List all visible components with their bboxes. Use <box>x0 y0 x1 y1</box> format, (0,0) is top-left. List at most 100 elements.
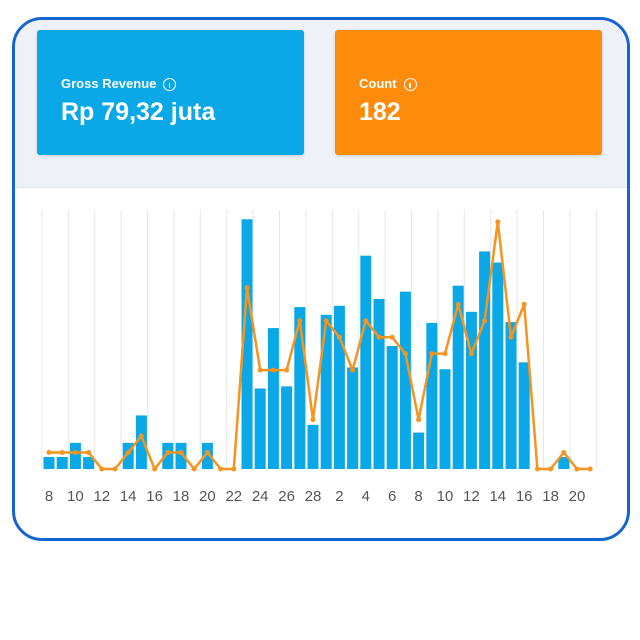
x-tick-label: 10 <box>437 488 454 505</box>
bar <box>135 415 147 469</box>
count-point <box>297 318 303 324</box>
bar <box>347 367 359 469</box>
count-point <box>402 351 408 357</box>
bar <box>439 369 451 469</box>
x-tick-label: 18 <box>173 488 190 505</box>
bar <box>360 255 372 469</box>
bar <box>492 262 504 469</box>
count-point <box>521 301 527 307</box>
bar <box>413 432 425 469</box>
bar <box>320 314 332 469</box>
count-point <box>323 318 329 324</box>
count-point <box>178 450 184 456</box>
count-point <box>587 466 593 472</box>
bar <box>201 442 213 469</box>
bar <box>558 457 570 469</box>
count-point <box>508 334 514 340</box>
card-label: Count <box>359 76 397 91</box>
x-tick-label: 16 <box>516 488 533 505</box>
count-point <box>204 450 210 456</box>
x-tick-label: 6 <box>388 488 396 505</box>
x-tick-label: 18 <box>542 488 559 505</box>
info-icon[interactable] <box>163 78 177 91</box>
count-point <box>376 334 382 340</box>
count-point <box>138 433 144 439</box>
x-tick-label: 2 <box>335 488 343 505</box>
count-point <box>112 466 118 472</box>
bar <box>333 305 345 469</box>
bar <box>122 442 134 469</box>
count-point <box>468 351 474 357</box>
x-tick-label: 8 <box>414 488 422 505</box>
count-point <box>244 285 250 291</box>
x-tick-label: 4 <box>362 488 370 505</box>
count-point <box>429 351 435 357</box>
bar <box>307 424 319 469</box>
bar <box>386 346 398 469</box>
count-point <box>165 450 171 456</box>
x-tick-label: 26 <box>278 488 295 505</box>
x-tick-label: 8 <box>45 488 53 505</box>
count-point <box>257 367 263 373</box>
count-point <box>455 301 461 307</box>
x-tick-label: 16 <box>146 488 163 505</box>
bar <box>56 457 68 469</box>
card-label-row: Count <box>359 76 417 91</box>
count-point <box>284 367 290 373</box>
count-point <box>548 466 554 472</box>
bar <box>465 311 477 469</box>
count-point <box>46 450 52 456</box>
bar <box>399 291 411 469</box>
count-line <box>49 220 591 471</box>
count-point <box>495 219 501 225</box>
bar <box>254 388 266 469</box>
bar <box>69 442 81 469</box>
x-tick-label: 22 <box>225 488 242 505</box>
count-point <box>482 318 488 324</box>
count-card: Count 182 <box>335 30 602 155</box>
bar <box>162 442 174 469</box>
revenue-card: Gross Revenue Rp 79,32 juta <box>37 30 304 155</box>
x-tick-label: 28 <box>305 488 322 505</box>
card-value: 182 <box>359 98 401 126</box>
x-tick-label: 20 <box>199 488 216 505</box>
bar <box>452 285 464 469</box>
count-point <box>561 450 567 456</box>
count-point <box>310 417 316 423</box>
info-icon[interactable] <box>403 78 417 91</box>
card-value: Rp 79,32 juta <box>61 98 216 126</box>
count-point <box>99 466 105 472</box>
summary-area: Gross Revenue Rp 79,32 juta Count 182 <box>15 20 627 188</box>
x-tick-label: 24 <box>252 488 269 505</box>
bar <box>241 219 253 469</box>
bar <box>281 386 293 469</box>
count-point <box>389 334 395 340</box>
bar <box>294 307 306 469</box>
dashboard-panel: Gross Revenue Rp 79,32 juta Count 182 <box>12 17 630 541</box>
count-point <box>231 466 237 472</box>
x-tick-label: 10 <box>67 488 84 505</box>
count-point <box>152 466 158 472</box>
count-point <box>442 351 448 357</box>
card-label-row: Gross Revenue <box>61 76 177 91</box>
count-point <box>125 450 131 456</box>
x-tick-label: 14 <box>489 488 506 505</box>
bar <box>479 251 491 469</box>
count-point <box>574 466 580 472</box>
card-label: Gross Revenue <box>61 76 157 91</box>
count-point <box>59 450 65 456</box>
bar <box>175 442 187 469</box>
x-tick-label: 14 <box>120 488 137 505</box>
count-point <box>218 466 224 472</box>
count-point <box>534 466 540 472</box>
bar <box>373 298 385 469</box>
count-point <box>270 367 276 373</box>
count-point <box>416 417 422 423</box>
count-point <box>191 466 197 472</box>
count-point <box>86 450 92 456</box>
bar <box>518 362 530 469</box>
count-point <box>363 318 369 324</box>
bar <box>267 328 279 469</box>
